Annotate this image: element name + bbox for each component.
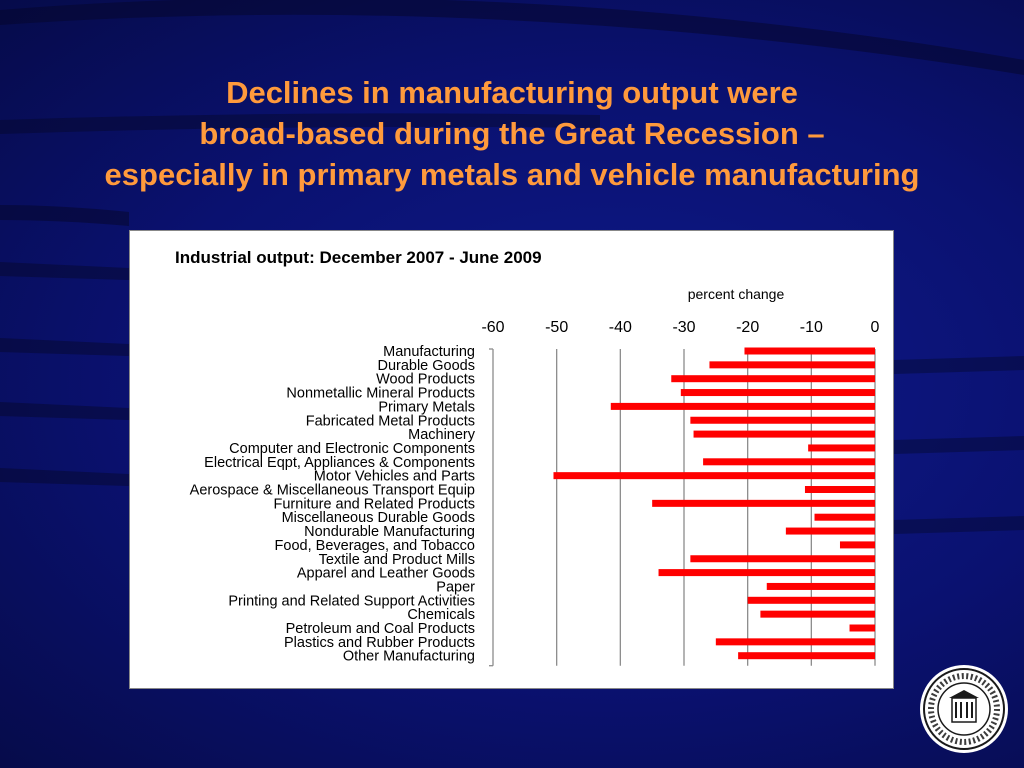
bar [760,610,875,618]
category-label: Printing and Related Support Activities [228,593,475,609]
category-label: Machinery [408,427,476,443]
category-label: Aerospace & Miscellaneous Transport Equi… [190,483,475,499]
bar [839,541,875,549]
x-tick-label: -50 [545,319,568,336]
x-tick-label: -30 [672,319,695,336]
bar [709,361,875,369]
category-label: Electrical Eqpt, Appliances & Components [204,455,475,471]
bar [744,347,875,355]
chart-title: Industrial output: December 2007 - June … [175,248,542,267]
x-tick-label: -10 [800,319,823,336]
bar [766,582,875,590]
category-label: Primary Metals [378,399,475,415]
category-label: Chemicals [407,607,475,623]
bar [703,458,875,466]
category-label: Food, Beverages, and Tobacco [275,538,475,554]
bar [785,527,875,535]
bar [715,638,875,646]
category-label: Wood Products [376,372,475,388]
x-tick-labels: -60 -50 -40 -30 -20 -10 0 [481,319,879,336]
bar [804,486,875,493]
bar [747,596,875,604]
slide-title: Declines in manufacturing output were br… [0,72,1024,195]
bar [693,430,875,438]
category-label: Fabricated Metal Products [306,413,475,429]
gridlines [556,349,876,666]
category-label: Durable Goods [377,358,475,374]
category-label: Other Manufacturing [343,649,475,665]
x-tick-label: -60 [481,319,504,336]
category-label: Miscellaneous Durable Goods [282,510,475,526]
category-label: Apparel and Leather Goods [297,566,475,582]
category-label: Textile and Product Mills [319,552,475,568]
bar [652,499,875,507]
bar [553,472,875,480]
bar [690,555,875,563]
category-label: Petroleum and Coal Products [286,621,475,637]
x-tick-label: -20 [736,319,759,336]
x-axis-label: percent change [688,286,785,302]
bar [849,624,875,632]
bar [610,402,875,410]
category-label: Manufacturing [383,344,475,360]
category-label: Furniture and Related Products [274,496,476,512]
bar [658,569,875,577]
bar [808,444,875,452]
category-label: Plastics and Rubber Products [284,635,475,651]
category-label: Paper [436,579,475,595]
bar [814,513,875,521]
slide-title-line-3: especially in primary metals and vehicle… [104,157,920,192]
category-label: Nonmetallic Mineral Products [286,386,475,402]
x-tick-label: -40 [609,319,632,336]
category-label: Computer and Electronic Components [229,441,475,457]
chart-panel: Industrial output: December 2007 - June … [129,230,894,689]
slide-title-line-1: Declines in manufacturing output were [226,75,798,110]
category-label: Motor Vehicles and Parts [314,469,475,485]
bar [671,375,875,383]
category-label: Nondurable Manufacturing [304,524,475,540]
x-tick-label: 0 [871,319,880,336]
bar [680,389,875,397]
category-axis [489,348,494,667]
bars [553,347,875,660]
seal-icon [920,665,1008,753]
slide-title-line-2: broad-based during the Great Recession – [199,116,825,151]
bar [738,652,875,660]
bar [690,416,875,424]
bar-chart: Industrial output: December 2007 - June … [175,248,880,667]
